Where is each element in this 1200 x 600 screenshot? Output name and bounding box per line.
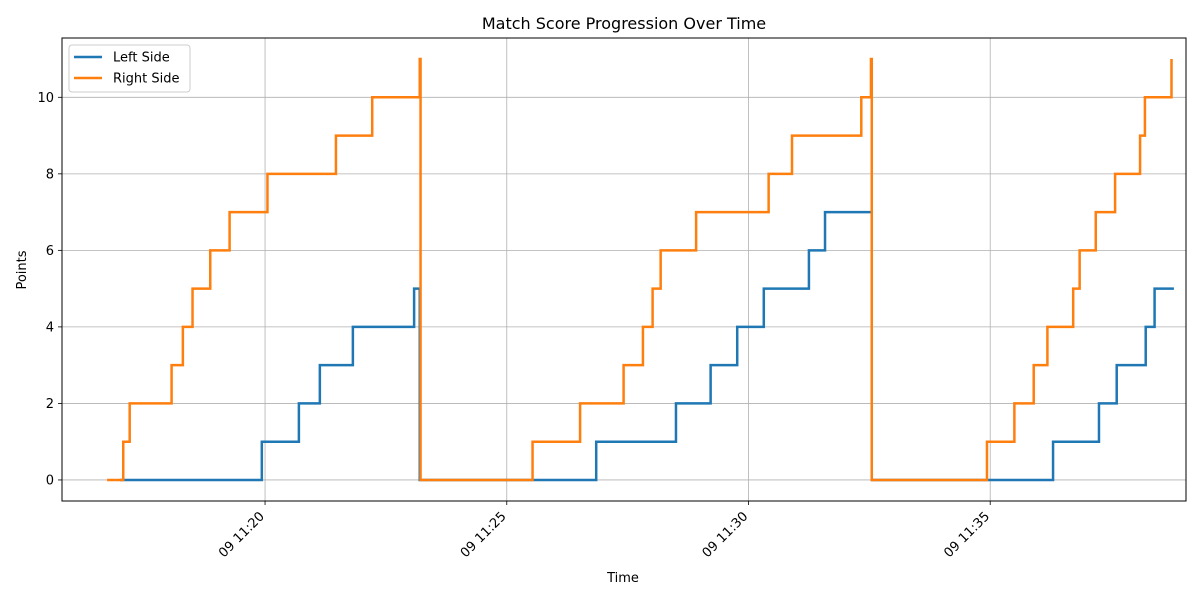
series-lines [107,57,1174,482]
plot-frame [61,37,1187,502]
series-line-right-side [107,57,1173,482]
chart-title: Match Score Progression Over Time [482,14,766,33]
legend-label: Left Side [113,51,170,66]
x-axis-title: Time [606,571,639,586]
y-tick-label: 2 [46,397,54,412]
y-tick-label: 8 [46,167,54,182]
plot-background [62,38,1186,501]
legend-label: Right Side [113,72,179,87]
y-tick-label: 6 [46,244,54,259]
series-line-left-side [120,210,1174,482]
y-axis: 0 2 4 6 8 10 [37,91,62,488]
y-tick-label: 4 [46,320,54,335]
y-axis-title: Points [15,250,30,289]
y-tick-label: 0 [46,473,54,488]
legend: Left Side Right Side [68,44,191,93]
y-tick-label: 10 [37,91,54,106]
